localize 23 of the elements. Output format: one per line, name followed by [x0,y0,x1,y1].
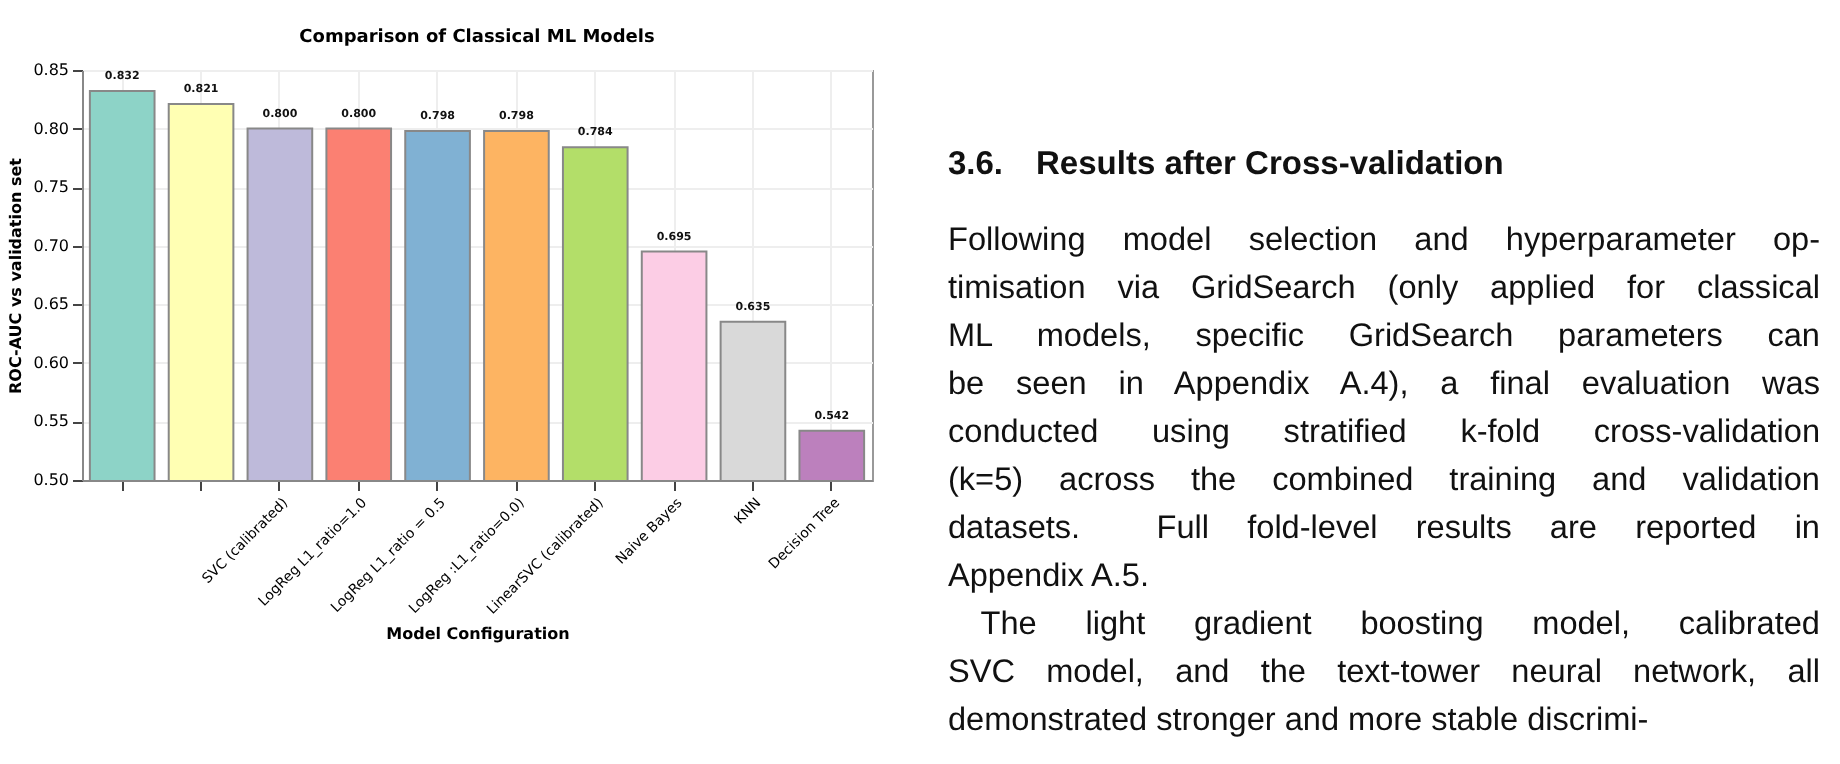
y-tick-label: 0.75 [33,178,69,197]
text: 3.6. Results after Cross-validation [948,144,1506,186]
y-tick-label: 0.80 [33,119,69,138]
y-tick-label: 0.60 [33,353,69,372]
text: conducted using stratified k-fold cross-validation [948,412,1820,454]
y-axis-title: ROC-AUC vs validation set [7,157,26,394]
x-axis-title: Model Configuration [386,624,571,643]
text: The light gradient boosting model, calibrated [978,604,1820,646]
y-tick-label: 0.50 [33,471,69,489]
text: ML models, specific GridSearch parameters can [948,316,1820,358]
y-tick-label: 0.85 [33,61,69,79]
text: Appendix A.5. [948,556,1151,598]
text: datasets. Full fold-level results are reported in [948,508,1820,550]
text: Following model selection and hyperparameter op- [948,220,1820,262]
y-tick-label: 0.55 [33,412,69,431]
text: demonstrated stronger and more stable discrimi- [948,700,1651,742]
chart-title: Comparison of Classical ML Models [299,28,655,48]
text: timisation via GridSearch (only applied for classical [948,268,1820,310]
y-tick-label: 0.65 [33,295,69,314]
y-tick-label: 0.70 [33,236,69,255]
text: (k=5) across the combined training and validation [948,460,1820,502]
text: be seen in Appendix A.4), a final evaluation was [948,364,1820,406]
text: SVC model, and the text-tower neural network, all [948,652,1820,694]
